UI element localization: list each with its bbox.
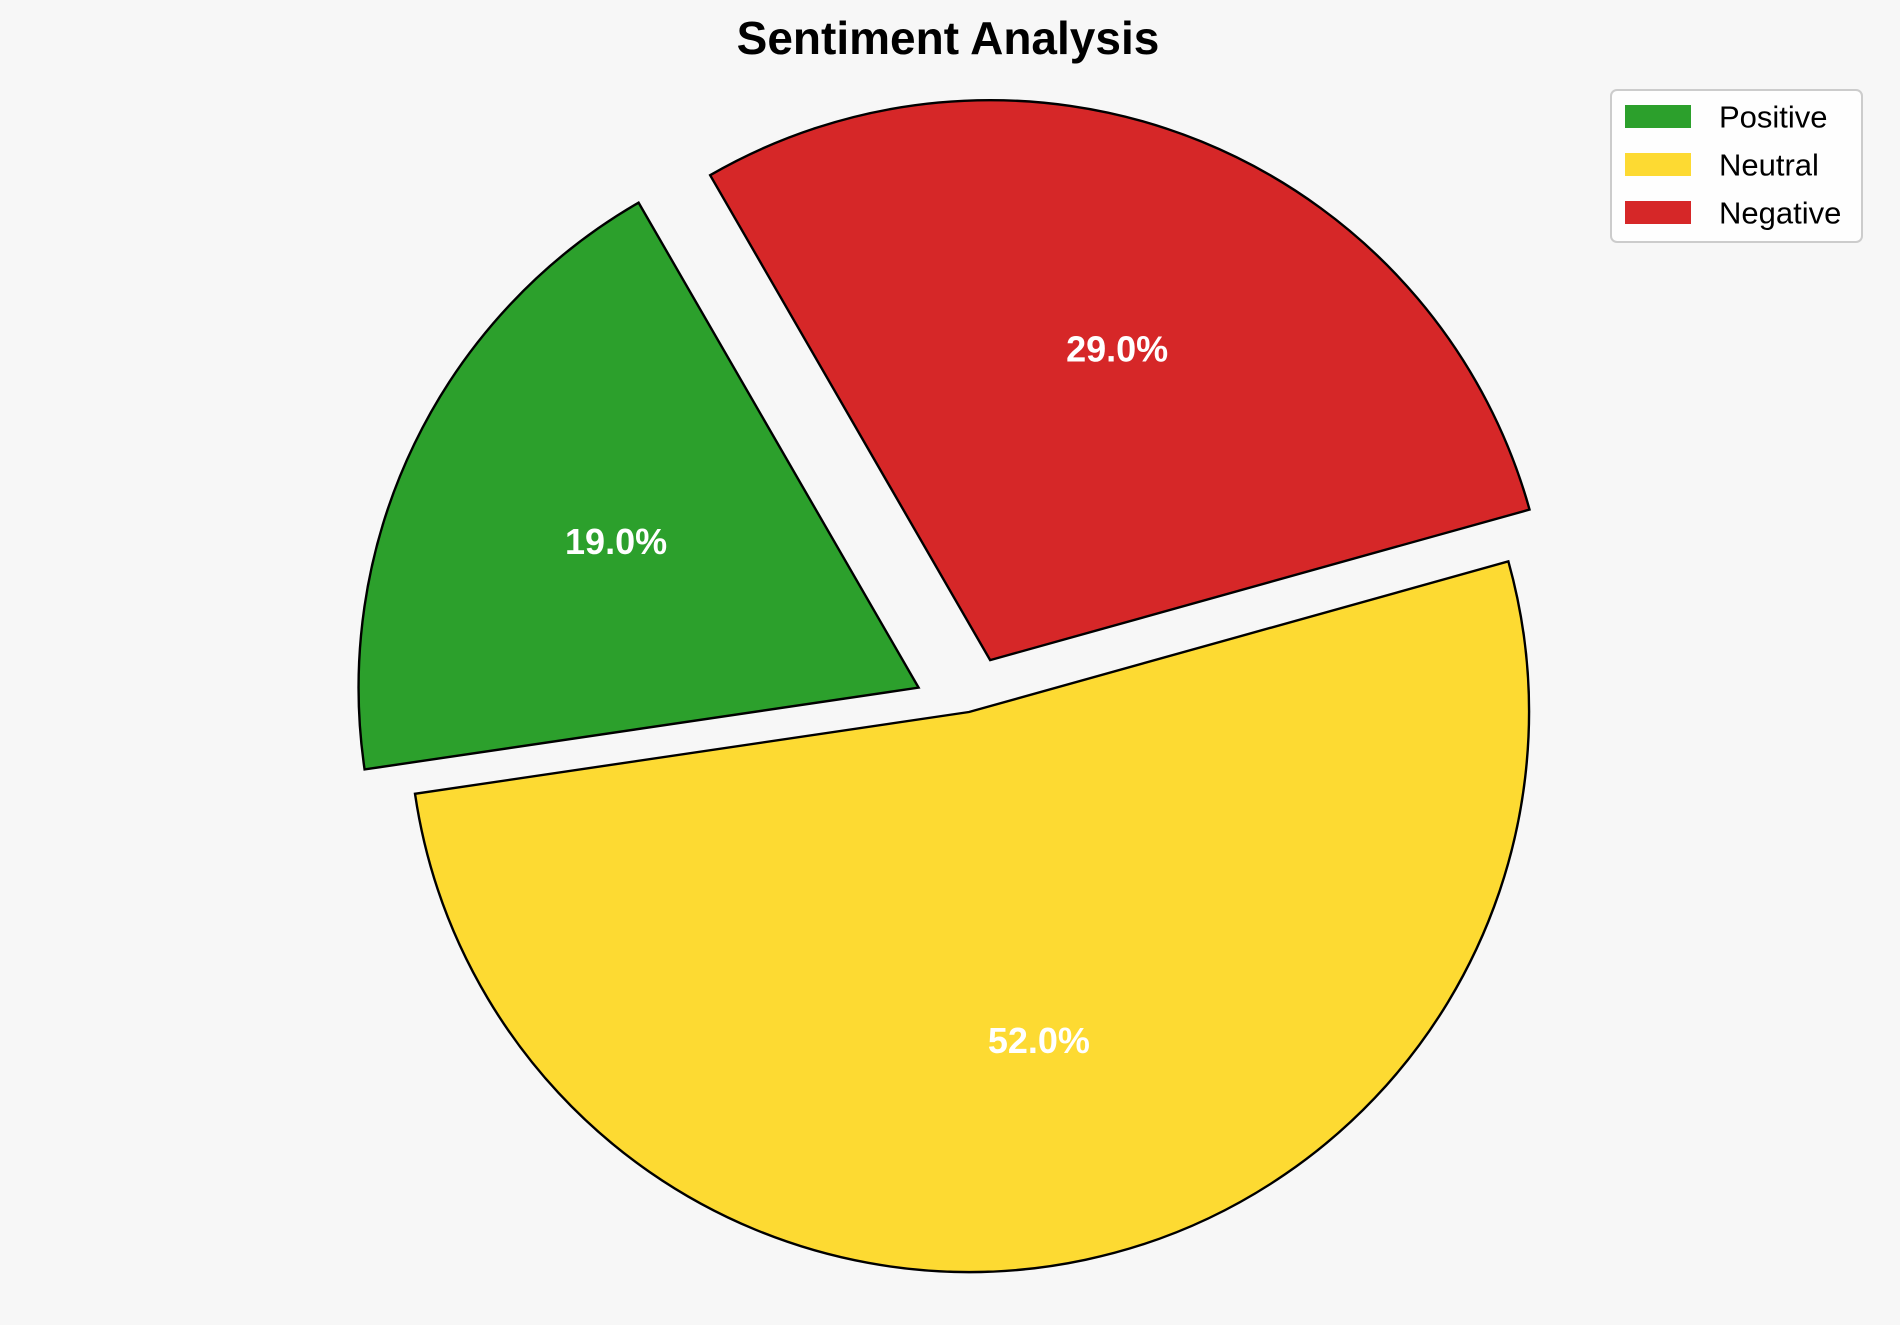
legend-label-positive: Positive: [1719, 100, 1828, 135]
legend-swatch-positive: [1625, 105, 1691, 128]
data-label-neutral: 52.0%: [988, 1020, 1090, 1061]
chart-title: Sentiment Analysis: [737, 12, 1160, 64]
pie-slice-neutral: [413, 559, 1531, 1274]
pie-slice-positive: [357, 201, 921, 771]
pie-slices: [357, 98, 1532, 1274]
legend-label-negative: Negative: [1719, 196, 1841, 231]
pie-data-labels: 19.0% 52.0% 29.0%: [565, 329, 1168, 1062]
legend-label-neutral: Neutral: [1719, 148, 1819, 183]
legend: Positive Neutral Negative: [1610, 89, 1863, 243]
legend-swatch-negative: [1625, 201, 1691, 224]
data-label-negative: 29.0%: [1066, 329, 1168, 370]
pie-slice-negative: [708, 98, 1532, 662]
data-label-positive: 19.0%: [565, 521, 667, 562]
legend-items: Positive Neutral Negative: [1625, 100, 1841, 231]
legend-swatch-neutral: [1625, 153, 1691, 176]
